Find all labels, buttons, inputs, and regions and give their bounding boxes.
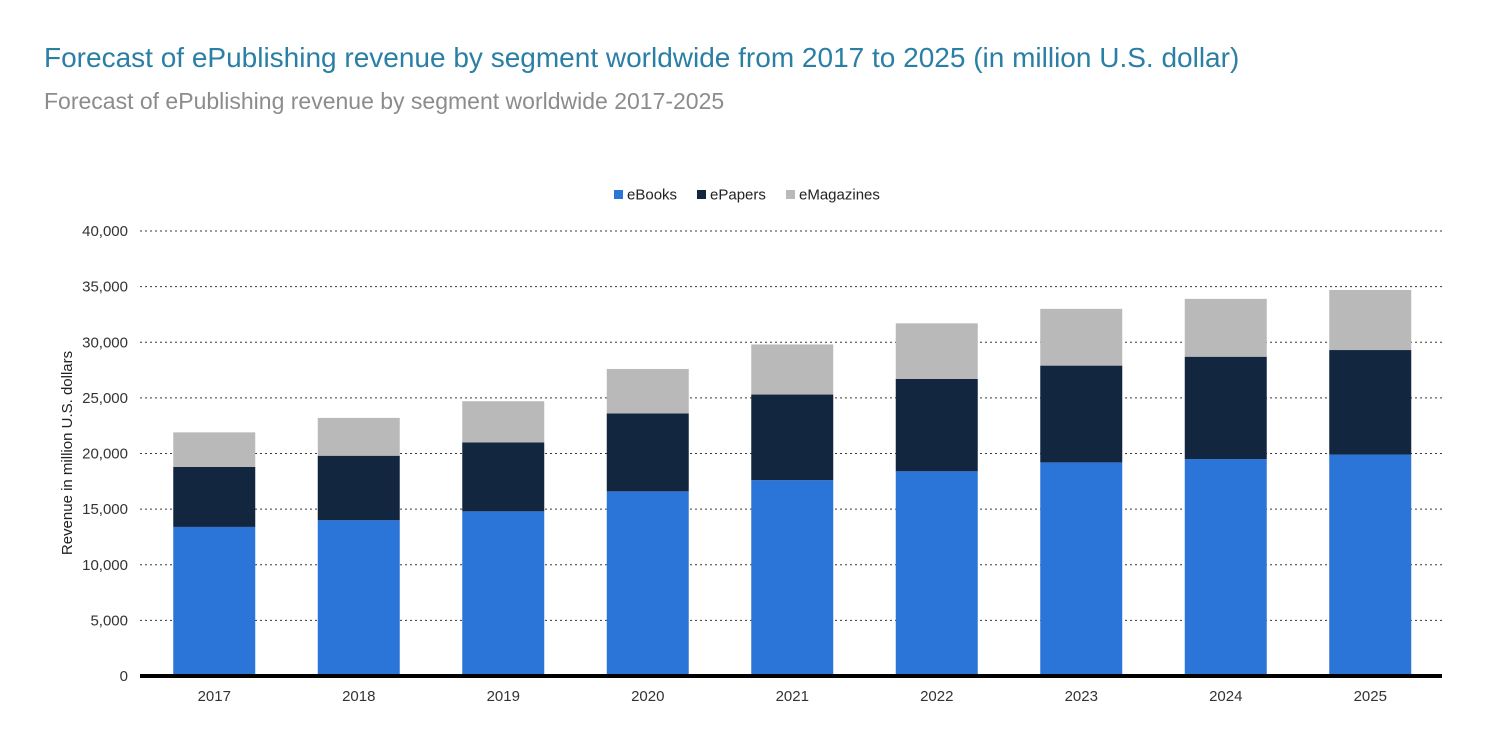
- x-tick-label: 2022: [920, 688, 953, 705]
- legend-item-epapers: ePapers: [697, 187, 766, 204]
- bar-segment-ebooks: [173, 526, 256, 676]
- bar-segment-emagazines: [317, 417, 400, 456]
- legend-swatch: [614, 190, 623, 199]
- bar-segment-epapers: [462, 442, 545, 512]
- y-tick-label: 35,000: [82, 279, 128, 296]
- bar-segment-ebooks: [606, 491, 689, 676]
- bar-segment-epapers: [895, 378, 978, 472]
- legend-label: ePapers: [710, 187, 766, 204]
- y-tick-label: 40,000: [82, 223, 128, 240]
- y-tick-label: 0: [120, 668, 128, 685]
- y-tick-label: 15,000: [82, 501, 128, 518]
- bar-segment-ebooks: [1184, 459, 1267, 676]
- bar-segment-emagazines: [173, 432, 256, 467]
- bar-segment-ebooks: [1329, 454, 1412, 676]
- bar-segment-epapers: [173, 466, 256, 527]
- bars: [173, 289, 1412, 676]
- x-tick-label: 2021: [776, 688, 809, 705]
- bar-segment-emagazines: [606, 368, 689, 414]
- x-tick-label: 2019: [487, 688, 520, 705]
- legend-swatch: [697, 190, 706, 199]
- bar-stack: [462, 401, 545, 676]
- bar-stack: [895, 323, 978, 676]
- y-axis-ticks: 0 5,000 10,000 15,000 20,000 25,000 30,000 35,0…: [82, 223, 128, 685]
- bar-segment-epapers: [1040, 365, 1123, 463]
- bar-stack: [173, 432, 256, 676]
- y-tick-label: 30,000: [82, 334, 128, 351]
- bar-segment-emagazines: [895, 323, 978, 379]
- x-tick-label: 2025: [1354, 688, 1387, 705]
- chart-title: Forecast of ePublishing revenue by segme…: [44, 42, 1240, 73]
- x-axis-ticks: 2017 2018 2019 2020 2021 2022 2023 2024 2025: [198, 688, 1387, 705]
- legend-item-emagazines: eMagazines: [786, 187, 880, 204]
- bar-segment-ebooks: [462, 511, 545, 676]
- x-tick-label: 2024: [1209, 688, 1242, 705]
- legend: eBooks ePapers eMagazines: [614, 187, 880, 204]
- y-axis-label: Revenue in million U.S. dollars: [59, 351, 76, 555]
- bar-segment-epapers: [1184, 356, 1267, 460]
- bar-stack: [1329, 289, 1412, 676]
- y-tick-label: 10,000: [82, 557, 128, 574]
- x-tick-label: 2023: [1065, 688, 1098, 705]
- legend-item-ebooks: eBooks: [614, 187, 677, 204]
- bar-segment-emagazines: [1040, 308, 1123, 366]
- bar-segment-ebooks: [1040, 462, 1123, 676]
- bar-segment-epapers: [751, 394, 834, 481]
- bar-segment-epapers: [317, 455, 400, 521]
- bar-segment-emagazines: [751, 344, 834, 395]
- x-tick-label: 2018: [342, 688, 375, 705]
- legend-label: eMagazines: [799, 187, 880, 204]
- bar-segment-emagazines: [1329, 289, 1412, 351]
- bar-segment-emagazines: [462, 401, 545, 443]
- y-tick-label: 20,000: [82, 446, 128, 463]
- legend-label: eBooks: [627, 187, 677, 204]
- bar-stack: [751, 344, 834, 676]
- bar-stack: [317, 417, 400, 676]
- legend-swatch: [786, 190, 795, 199]
- bar-stack: [1040, 308, 1123, 676]
- bar-stack: [1184, 298, 1267, 676]
- bar-segment-ebooks: [751, 480, 834, 676]
- bar-segment-epapers: [606, 413, 689, 492]
- bar-stack: [606, 368, 689, 676]
- bar-segment-ebooks: [317, 520, 400, 676]
- x-tick-label: 2020: [631, 688, 664, 705]
- bar-segment-epapers: [1329, 350, 1412, 455]
- y-tick-label: 25,000: [82, 390, 128, 407]
- bar-segment-emagazines: [1184, 298, 1267, 357]
- x-tick-label: 2017: [198, 688, 231, 705]
- y-tick-label: 5,000: [90, 612, 128, 629]
- chart-subtitle: Forecast of ePublishing revenue by segme…: [44, 88, 725, 114]
- bar-segment-ebooks: [895, 471, 978, 676]
